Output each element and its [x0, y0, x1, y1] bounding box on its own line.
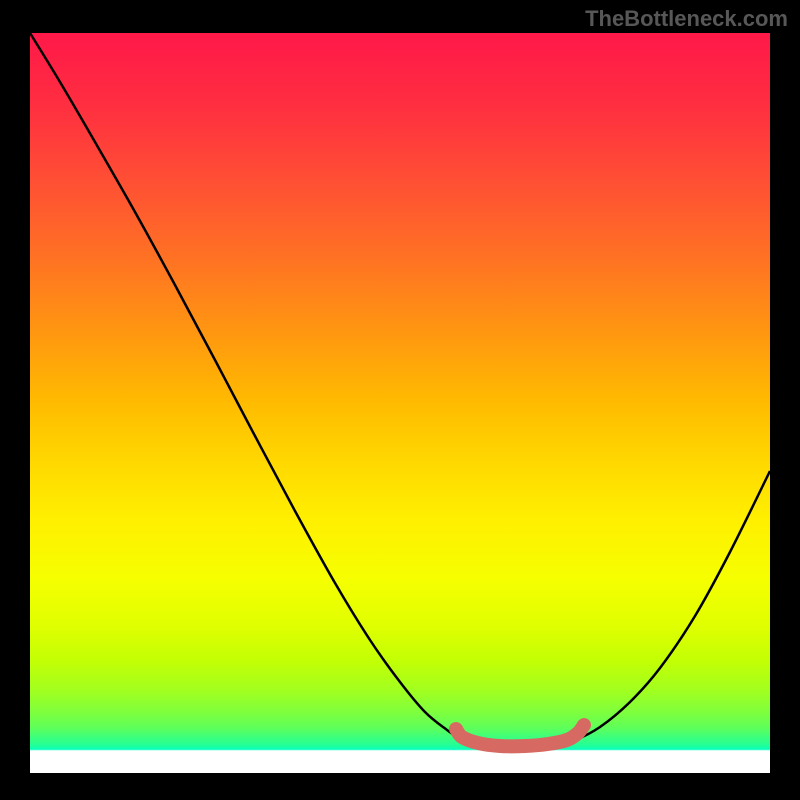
chart-container: TheBottleneck.com [0, 0, 800, 800]
watermark-text: TheBottleneck.com [585, 6, 788, 32]
bottleneck-chart [0, 0, 800, 800]
plot-background [30, 33, 770, 773]
